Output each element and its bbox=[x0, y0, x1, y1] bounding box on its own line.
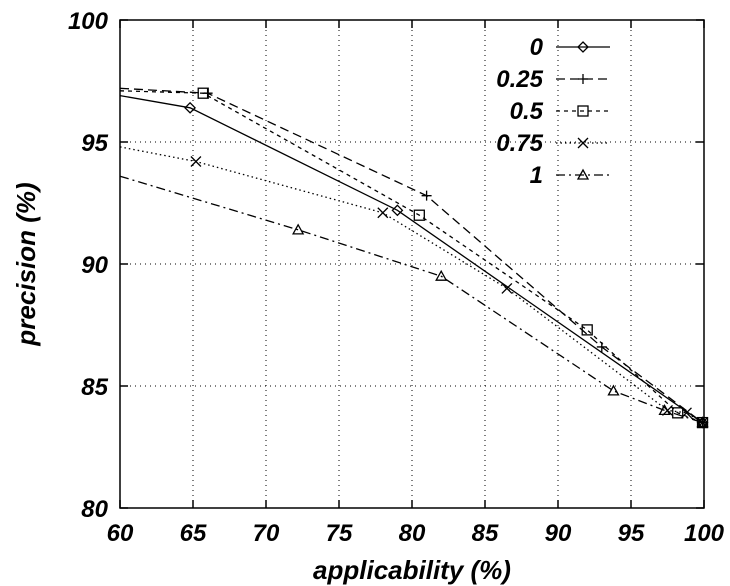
x-tick-label: 85 bbox=[472, 520, 499, 547]
y-tick-label: 100 bbox=[68, 8, 109, 35]
series-1 bbox=[119, 87, 708, 428]
y-axis-label: precision (%) bbox=[11, 182, 41, 346]
data-point bbox=[681, 407, 692, 419]
x-axis-label: applicability (%) bbox=[313, 555, 511, 585]
legend-entry: 0.75 bbox=[496, 130, 610, 157]
series-0 bbox=[119, 94, 709, 429]
series-layer bbox=[119, 87, 709, 429]
x-tick-label: 75 bbox=[326, 520, 353, 547]
legend-marker bbox=[578, 74, 588, 84]
data-point bbox=[190, 156, 202, 167]
series-2 bbox=[119, 87, 709, 429]
legend-label: 0.5 bbox=[510, 98, 544, 125]
data-point bbox=[184, 101, 196, 114]
y-tick-label: 90 bbox=[81, 252, 108, 279]
legend: 0 0.25 0.5 0.75 1 bbox=[496, 34, 610, 189]
legend-marker bbox=[577, 41, 589, 53]
legend-marker bbox=[577, 105, 589, 117]
legend-entry: 0.5 bbox=[510, 98, 610, 125]
legend-entry: 0 bbox=[530, 34, 610, 61]
legend-entry: 0.25 bbox=[496, 66, 610, 93]
legend-label: 0.25 bbox=[496, 66, 543, 93]
data-point bbox=[696, 416, 709, 428]
legend-label: 0.75 bbox=[496, 130, 543, 157]
series-4 bbox=[119, 175, 709, 428]
x-tick-label: 70 bbox=[253, 520, 280, 547]
data-point bbox=[292, 223, 305, 235]
y-tick-label: 85 bbox=[81, 374, 108, 401]
legend-marker bbox=[577, 137, 589, 149]
data-point bbox=[197, 87, 209, 99]
data-point bbox=[581, 324, 593, 336]
data-point bbox=[391, 204, 404, 217]
series-line bbox=[119, 90, 703, 424]
x-tick-label: 100 bbox=[684, 520, 725, 547]
x-tick-label: 90 bbox=[545, 520, 572, 547]
data-point bbox=[697, 417, 708, 429]
data-point bbox=[413, 209, 425, 221]
data-point bbox=[607, 384, 620, 396]
x-tick-label: 95 bbox=[618, 520, 645, 547]
data-point bbox=[672, 407, 684, 419]
axis-ticks: 60 65 70 75 80 85 90 95 100 80 85 90 95 100 bbox=[68, 8, 725, 547]
data-point bbox=[501, 282, 513, 294]
legend-marker bbox=[576, 168, 590, 180]
series-line bbox=[119, 175, 703, 424]
y-tick-label: 95 bbox=[81, 130, 108, 157]
x-tick-label: 60 bbox=[107, 520, 134, 547]
x-tick-label: 65 bbox=[180, 520, 207, 547]
legend-label: 1 bbox=[530, 162, 543, 189]
series-3 bbox=[119, 146, 708, 429]
data-point bbox=[377, 207, 389, 219]
data-point bbox=[435, 269, 448, 281]
legend-entry: 1 bbox=[530, 162, 610, 189]
series-line bbox=[119, 94, 703, 424]
legend-label: 0 bbox=[530, 34, 544, 61]
y-tick-label: 80 bbox=[81, 496, 108, 523]
data-point bbox=[658, 404, 671, 416]
series-line bbox=[119, 87, 703, 424]
data-point bbox=[421, 190, 432, 201]
x-tick-label: 80 bbox=[399, 520, 426, 547]
